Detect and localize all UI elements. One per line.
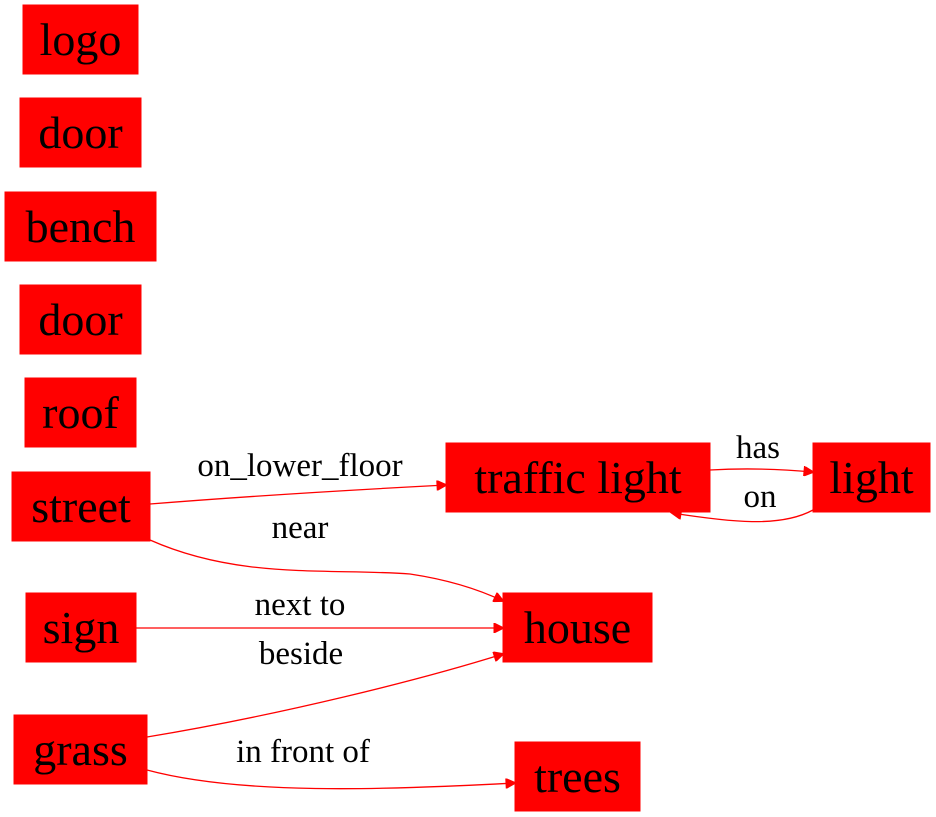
node-label: door xyxy=(38,294,122,345)
node-sign: sign xyxy=(25,592,137,663)
node-logo: logo xyxy=(22,4,139,75)
node-label: logo xyxy=(40,14,122,65)
node-traffic-light: traffic light xyxy=(445,442,711,513)
node-door: door xyxy=(19,97,142,168)
edge-sign-house: next to xyxy=(136,587,503,628)
edge-label: near xyxy=(272,510,329,546)
node-box xyxy=(445,442,711,513)
edge-street-house: near xyxy=(149,510,503,601)
node-roof: roof xyxy=(24,377,137,448)
node-label: grass xyxy=(33,724,128,775)
node-box xyxy=(19,97,142,168)
node-label: bench xyxy=(26,201,136,252)
edge-label: on xyxy=(744,479,777,515)
edge-line xyxy=(146,654,503,738)
edge-street-traffic-light: on_lower_floor xyxy=(149,448,446,505)
edge-label: on_lower_floor xyxy=(197,448,402,484)
node-bench: bench xyxy=(4,191,157,262)
node-label: street xyxy=(31,481,131,532)
edge-label: has xyxy=(736,430,780,466)
edge-label: beside xyxy=(259,636,343,672)
node-trees: trees xyxy=(514,741,641,812)
node-label: roof xyxy=(42,387,119,438)
node-box xyxy=(514,741,641,812)
node-label: traffic light xyxy=(474,452,682,503)
node-label: trees xyxy=(534,751,621,802)
edge-grass-trees: in front of xyxy=(146,734,515,790)
edge-line xyxy=(146,769,515,790)
node-label: sign xyxy=(43,602,120,653)
node-box xyxy=(11,471,151,542)
node-label: door xyxy=(38,107,122,158)
node-box xyxy=(22,4,139,75)
node-box xyxy=(19,284,142,355)
node-label: house xyxy=(524,602,631,653)
edge-line xyxy=(672,510,814,523)
node-box xyxy=(812,442,931,513)
edge-line xyxy=(149,485,446,505)
node-box xyxy=(25,592,137,663)
node-box xyxy=(24,377,137,448)
edge-label: next to xyxy=(255,587,346,623)
node-street: street xyxy=(11,471,151,542)
edge-label: in front of xyxy=(236,734,370,770)
node-house: house xyxy=(502,592,653,663)
node-label: light xyxy=(829,452,914,503)
node-grass: grass xyxy=(13,714,148,785)
node-light: light xyxy=(812,442,931,513)
node-box xyxy=(502,592,653,663)
node-box xyxy=(13,714,148,785)
node-box xyxy=(4,191,157,262)
edge-traffic-light-light: has xyxy=(709,430,813,472)
edge-grass-house: beside xyxy=(146,636,503,738)
edge-line xyxy=(149,539,503,601)
edge-line xyxy=(709,469,813,472)
node-door: door xyxy=(19,284,142,355)
edge-light-traffic-light: on xyxy=(672,479,814,523)
